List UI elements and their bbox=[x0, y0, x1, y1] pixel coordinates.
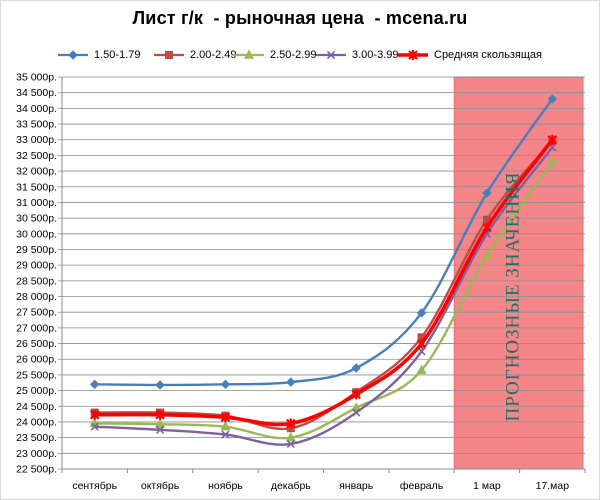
y-tick-label: 24 000р. bbox=[16, 416, 57, 428]
legend-swatch bbox=[152, 49, 186, 61]
data-point bbox=[155, 425, 165, 434]
legend-label: 3.00-3.99 bbox=[352, 49, 399, 61]
y-tick-label: 35 000р. bbox=[16, 72, 57, 84]
legend-item: 1.50-1.79 bbox=[56, 46, 140, 64]
data-point bbox=[547, 94, 558, 104]
data-point bbox=[221, 430, 230, 439]
legend-item: 2.50-2.99 bbox=[232, 46, 316, 64]
data-point bbox=[408, 50, 418, 60]
chart-title: Лист г/к - рыночная цена - mcena.ru bbox=[132, 8, 468, 28]
data-point bbox=[243, 49, 255, 59]
y-tick-label: 32 500р. bbox=[16, 150, 57, 162]
y-tick-label: 25 500р. bbox=[16, 369, 57, 381]
legend-item: 2.00-2.49 bbox=[152, 46, 236, 64]
legend-item: Средняя скользящая bbox=[396, 46, 542, 64]
data-point bbox=[155, 418, 166, 428]
y-tick-label: 33 500р. bbox=[16, 119, 57, 131]
y-tick-label: 27 000р. bbox=[16, 322, 57, 334]
data-point bbox=[416, 364, 427, 374]
series-group bbox=[89, 94, 558, 390]
data-point bbox=[220, 379, 231, 390]
data-point bbox=[286, 377, 296, 387]
data-point bbox=[416, 338, 427, 349]
x-tick-label: февраль bbox=[400, 480, 444, 492]
legend-label: 2.00-2.49 bbox=[190, 49, 237, 61]
data-point bbox=[416, 308, 427, 318]
legend-swatch bbox=[314, 49, 348, 61]
data-point bbox=[481, 250, 492, 260]
data-point bbox=[352, 408, 361, 417]
x-tick-label: сентябрь bbox=[72, 480, 117, 492]
legend-label: Средняя скользящая bbox=[434, 49, 542, 61]
y-tick-label: 23 500р. bbox=[16, 432, 57, 444]
legend-item: 3.00-3.99 bbox=[314, 46, 398, 64]
y-tick-label: 30 000р. bbox=[16, 228, 57, 240]
y-tick-label: 22 500р. bbox=[16, 464, 57, 476]
legend-swatch bbox=[232, 49, 266, 61]
y-tick-label: 31 500р. bbox=[16, 181, 57, 193]
data-point bbox=[286, 439, 295, 448]
series-group bbox=[89, 134, 558, 429]
data-point bbox=[89, 379, 100, 390]
y-tick-label: 23 000р. bbox=[16, 448, 57, 460]
y-tick-label: 30 500р. bbox=[16, 213, 57, 225]
y-tick-label: 26 500р. bbox=[16, 338, 57, 350]
data-point bbox=[90, 422, 99, 431]
y-tick-label: 25 000р. bbox=[16, 385, 57, 397]
x-tick-label: декабрь bbox=[271, 480, 311, 492]
data-point bbox=[220, 412, 231, 423]
legend-swatch bbox=[396, 49, 430, 61]
data-point bbox=[351, 402, 362, 412]
data-point bbox=[89, 409, 100, 420]
data-point bbox=[351, 389, 361, 400]
data-point bbox=[68, 50, 78, 60]
data-point bbox=[547, 134, 558, 145]
data-point bbox=[155, 409, 165, 420]
data-point bbox=[351, 363, 361, 373]
data-point bbox=[155, 380, 165, 390]
forecast-label: ПРОГНОЗНЫЕ ЗНАЧЕНИЯ bbox=[503, 172, 524, 422]
grid-lines bbox=[58, 76, 585, 470]
y-tick-label: 28 500р. bbox=[16, 275, 57, 287]
data-point bbox=[547, 156, 558, 166]
data-point bbox=[285, 432, 296, 442]
legend-swatch bbox=[56, 49, 90, 61]
y-tick-label: 31 000р. bbox=[16, 197, 57, 209]
legend-label: 1.50-1.79 bbox=[94, 49, 141, 61]
y-tick-label: 33 000р. bbox=[16, 134, 57, 146]
data-point bbox=[482, 188, 492, 198]
data-point bbox=[326, 50, 336, 60]
x-tick-label: ноябрь bbox=[208, 480, 243, 492]
data-point bbox=[220, 421, 231, 431]
y-tick-label: 29 000р. bbox=[16, 260, 57, 272]
legend: 1.50-1.79 2.00-2.49 2.50-2.99 3.00-3.99 Сред… bbox=[56, 46, 556, 64]
y-tick-label: 34 500р. bbox=[16, 87, 57, 99]
legend-label: 2.50-2.99 bbox=[270, 49, 317, 61]
y-tick-label: 28 000р. bbox=[16, 291, 57, 303]
data-point bbox=[286, 418, 296, 429]
data-point bbox=[482, 222, 492, 233]
y-tick-label: 24 500р. bbox=[16, 401, 57, 413]
x-tick-label: 1 мар bbox=[473, 480, 501, 492]
x-tick-label: январь bbox=[339, 480, 374, 492]
y-tick-label: 27 500р. bbox=[16, 307, 57, 319]
y-tick-label: 32 000р. bbox=[16, 166, 57, 178]
data-point bbox=[165, 51, 173, 59]
y-tick-label: 34 000р. bbox=[16, 103, 57, 115]
x-tick-label: 17.мар bbox=[536, 480, 570, 492]
x-tick-label: октябрь bbox=[141, 480, 180, 492]
y-tick-label: 26 000р. bbox=[16, 354, 57, 366]
y-tick-label: 29 500р. bbox=[16, 244, 57, 256]
